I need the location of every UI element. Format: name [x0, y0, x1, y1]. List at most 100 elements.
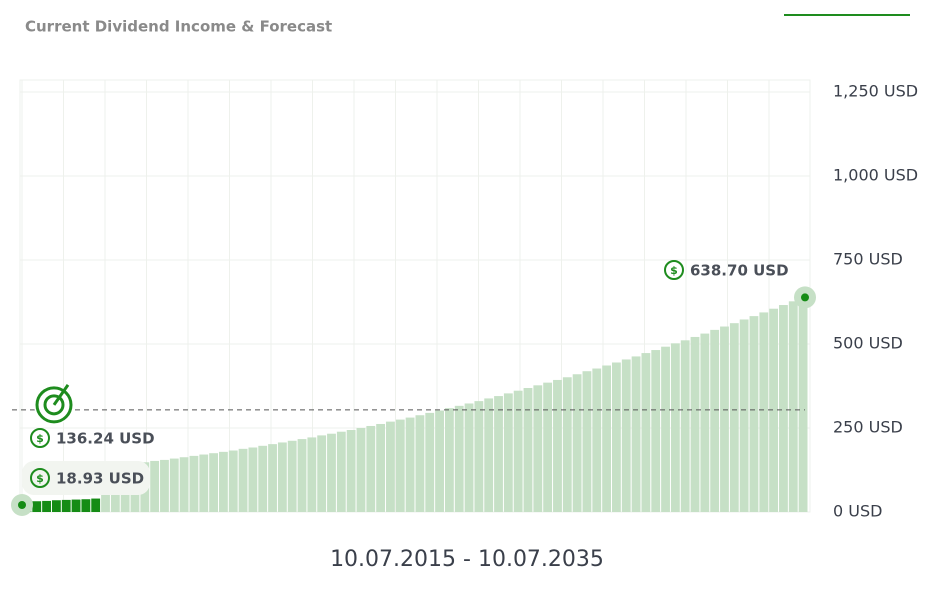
annotation-label: 136.24 USD: [56, 430, 155, 448]
bar: [258, 445, 268, 512]
bar: [464, 403, 474, 512]
target-icon: [52, 383, 70, 406]
vertical-grid: [21, 80, 770, 512]
bar: [277, 442, 287, 512]
bar: [670, 343, 680, 512]
bar: [523, 388, 533, 512]
bar: [327, 433, 336, 512]
bar: [307, 437, 317, 512]
dollar-icon: $: [670, 264, 678, 277]
bar: [798, 297, 808, 512]
bar: [150, 460, 160, 512]
bar: [769, 308, 779, 512]
bar: [454, 405, 464, 512]
annotation-label: 638.70 USD: [690, 262, 789, 280]
bar: [759, 312, 769, 512]
dollar-icon: [664, 260, 684, 280]
x-axis-label: 10.07.2015 - 10.07.2035: [330, 547, 604, 572]
bar: [317, 435, 327, 512]
bar: [710, 329, 720, 512]
bar: [513, 390, 523, 512]
bar: [376, 423, 386, 512]
bar: [71, 499, 81, 512]
bar: [572, 374, 582, 512]
bar: [209, 453, 218, 512]
bar: [189, 455, 199, 512]
dollar-icon: [30, 468, 50, 488]
bar: [661, 346, 670, 512]
bar: [42, 500, 51, 512]
bar: [444, 408, 454, 512]
bar: [602, 365, 611, 512]
bar: [297, 439, 307, 512]
bar: [562, 377, 572, 512]
bar: [503, 393, 513, 512]
bar: [219, 451, 228, 512]
bar: [228, 450, 238, 512]
y-tick-label: 750 USD: [833, 250, 903, 269]
bar: [651, 350, 661, 512]
bar: [680, 340, 690, 512]
bar: [405, 417, 415, 512]
bar: [749, 316, 759, 512]
bar: [553, 379, 562, 512]
bar: [336, 431, 346, 512]
bar: [415, 415, 425, 512]
dollar-icon: $: [36, 472, 44, 485]
bar: [533, 385, 543, 512]
bar: [169, 458, 179, 512]
y-tick-label: 1,000 USD: [833, 166, 918, 185]
bar: [582, 371, 592, 512]
y-tick-label: 500 USD: [833, 334, 903, 353]
bar: [346, 430, 356, 512]
bar: [739, 319, 749, 512]
bar: [287, 440, 297, 512]
bar: [494, 396, 503, 512]
bar: [160, 459, 169, 512]
bar: [474, 401, 484, 512]
end-dot: [801, 293, 809, 302]
annotation-label: 18.93 USD: [56, 470, 144, 488]
bar: [641, 353, 651, 512]
bar: [543, 382, 553, 512]
bar: [425, 412, 435, 512]
annotation-pill: [22, 461, 150, 495]
bar: [238, 448, 248, 512]
y-tick-label: 0 USD: [833, 502, 882, 521]
bar: [61, 499, 71, 512]
bar: [631, 356, 641, 512]
bar: [484, 398, 494, 512]
bar: [621, 359, 631, 512]
y-tick-label: 1,250 USD: [833, 82, 918, 101]
target-icon: [35, 386, 73, 424]
bar: [788, 301, 798, 512]
bar: [592, 368, 602, 512]
bar: [612, 362, 621, 512]
dollar-icon: $: [36, 432, 44, 445]
y-tick-label: 250 USD: [833, 418, 903, 437]
target-icon: [43, 394, 65, 416]
bar: [435, 410, 444, 512]
bar: [700, 333, 710, 512]
bar: [199, 454, 209, 512]
bar: [51, 500, 61, 512]
bar: [179, 457, 189, 512]
bar: [779, 305, 788, 512]
bar: [690, 336, 700, 512]
bar: [729, 323, 739, 512]
bar: [32, 501, 42, 512]
bar: [395, 419, 405, 512]
chart-title: Current Dividend Income & Forecast: [25, 18, 332, 36]
bar: [248, 447, 258, 512]
dollar-icon: [30, 428, 50, 448]
bar: [366, 425, 376, 512]
bar: [81, 499, 91, 512]
start-dot: [18, 501, 26, 509]
bar: [356, 428, 366, 512]
bar: [268, 444, 277, 512]
bar: [386, 421, 395, 512]
bar: [91, 498, 101, 512]
bar: [720, 326, 729, 512]
